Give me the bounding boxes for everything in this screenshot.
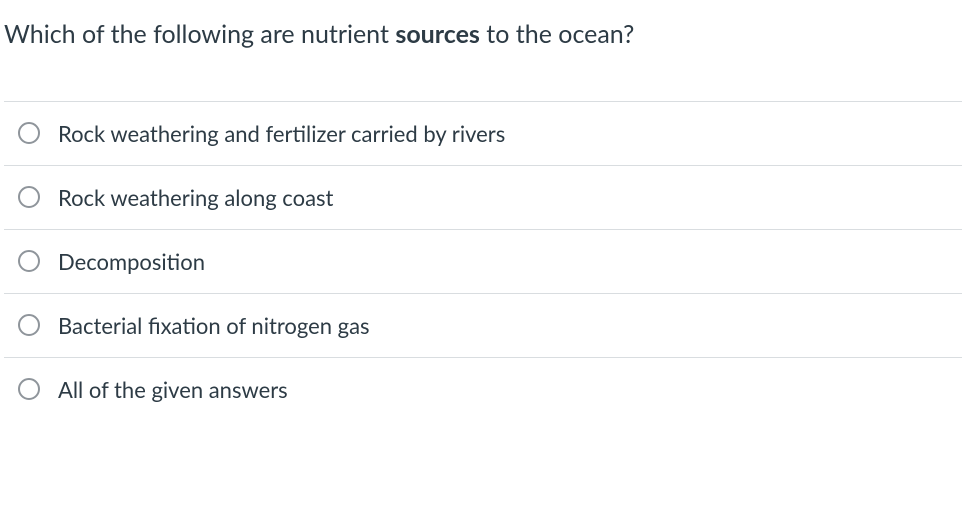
radio-icon bbox=[18, 314, 40, 336]
question-block: Which of the following are nutrient sour… bbox=[0, 0, 962, 421]
radio-icon bbox=[18, 378, 40, 400]
option-0[interactable]: Rock weathering and fertilizer carried b… bbox=[4, 102, 962, 166]
radio-icon bbox=[18, 250, 40, 272]
option-label: Bacterial fixation of nitrogen gas bbox=[58, 312, 370, 339]
question-prefix: Which of the following are nutrient bbox=[4, 19, 395, 49]
radio-icon bbox=[18, 186, 40, 208]
option-label: All of the given answers bbox=[58, 376, 288, 403]
question-bold: sources bbox=[395, 19, 480, 49]
options-list: Rock weathering and fertilizer carried b… bbox=[4, 101, 962, 421]
option-label: Rock weathering and fertilizer carried b… bbox=[58, 120, 505, 147]
radio-icon bbox=[18, 122, 40, 144]
question-suffix: to the ocean? bbox=[480, 19, 634, 49]
option-4[interactable]: All of the given answers bbox=[4, 358, 962, 421]
option-2[interactable]: Decomposition bbox=[4, 230, 962, 294]
question-text: Which of the following are nutrient sour… bbox=[4, 18, 962, 51]
option-label: Rock weathering along coast bbox=[58, 184, 333, 211]
option-label: Decomposition bbox=[58, 248, 205, 275]
option-1[interactable]: Rock weathering along coast bbox=[4, 166, 962, 230]
option-3[interactable]: Bacterial fixation of nitrogen gas bbox=[4, 294, 962, 358]
